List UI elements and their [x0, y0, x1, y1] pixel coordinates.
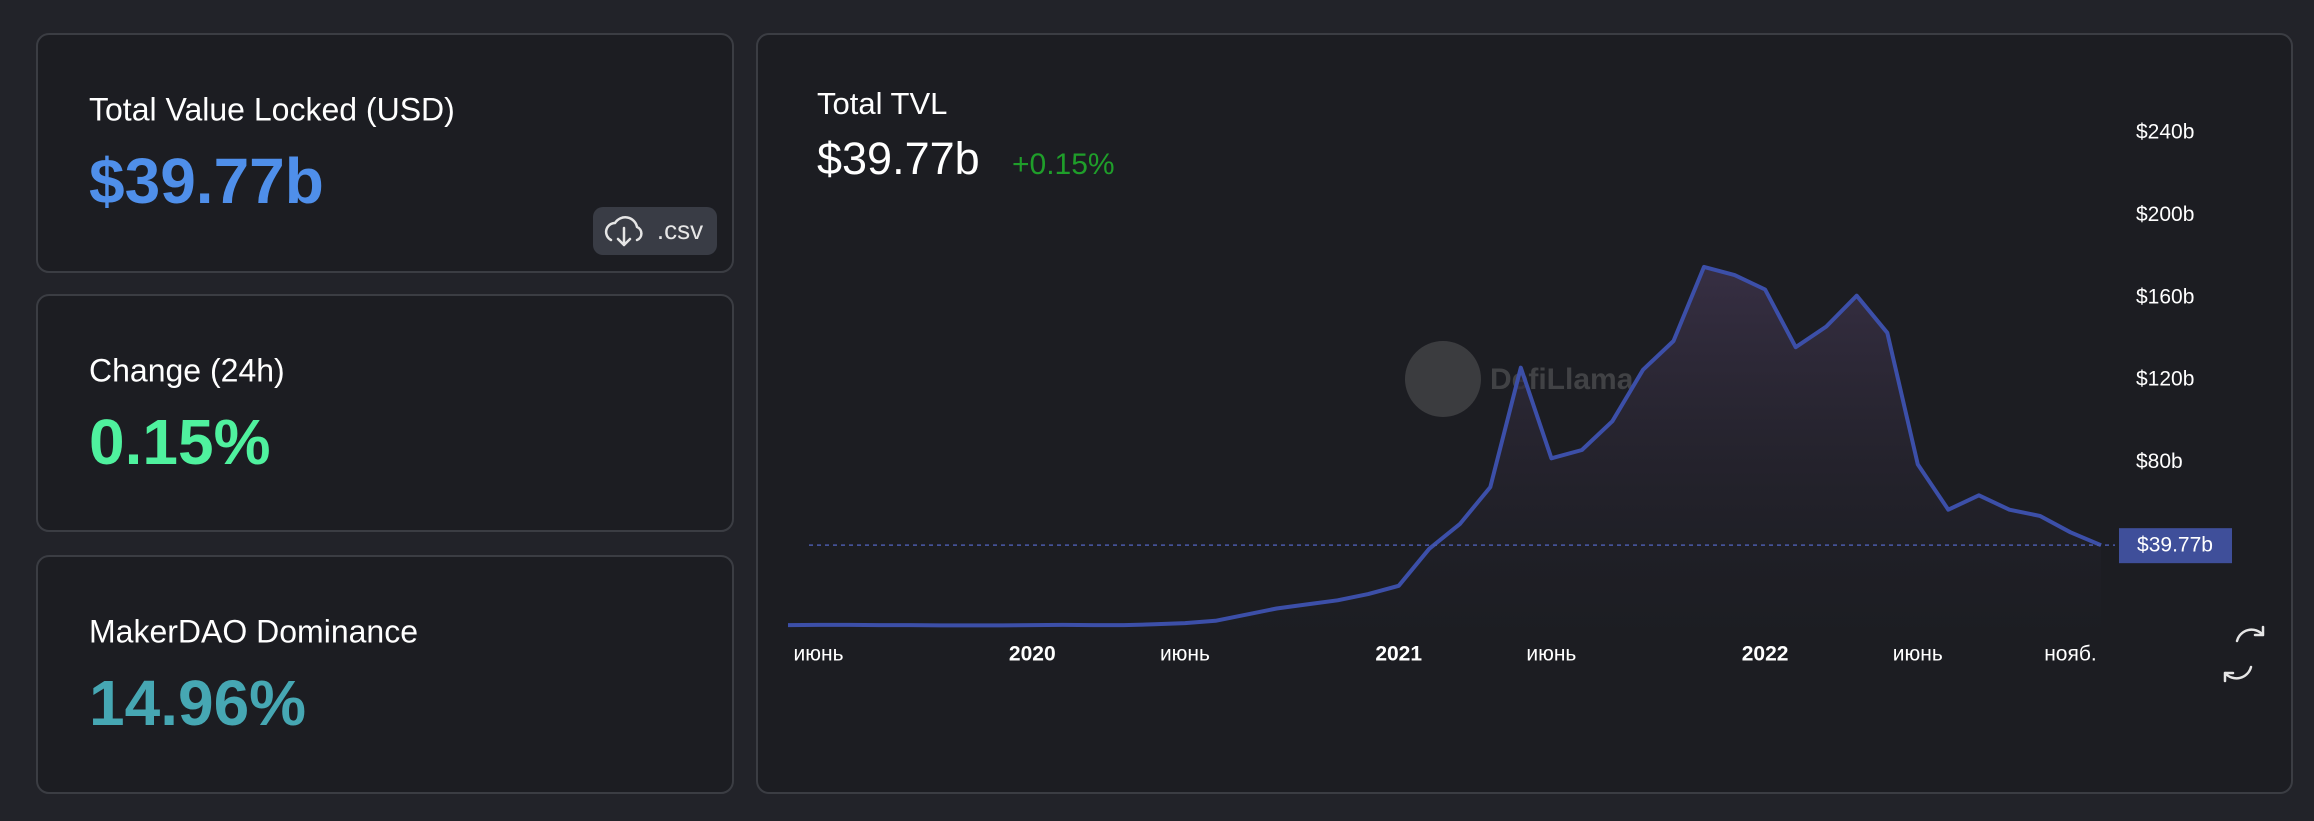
- card: [36, 33, 734, 273]
- watermark-text: DefiLlama: [1490, 363, 1634, 396]
- headline-value: $39.77b: [817, 133, 980, 184]
- current-value-badge: [2119, 528, 2232, 564]
- card-label: MakerDAO Dominance: [89, 613, 418, 649]
- csv-button[interactable]: .csv: [593, 207, 717, 255]
- x-tick-label: 2021: [1375, 643, 1422, 666]
- x-tick-label: июнь: [794, 643, 844, 666]
- line: [787, 264, 2102, 628]
- card-value: 0.15%: [89, 406, 270, 478]
- current-value-label: $39.77b: [2137, 534, 2213, 557]
- y-tick-label: $200b: [2136, 203, 2194, 226]
- card: [36, 555, 734, 794]
- x-tick-label: 2020: [1009, 643, 1056, 666]
- x-tick-label: нояб.: [2044, 643, 2097, 666]
- card-value: 14.96%: [89, 667, 306, 739]
- download-icon: [604, 216, 643, 247]
- chart-title: Total TVL: [817, 86, 947, 121]
- x-tick-label: июнь: [1893, 643, 1943, 666]
- headline-change: +0.15%: [1012, 148, 1115, 181]
- watermark-logo: [1405, 341, 1481, 417]
- y-tick-label: $80b: [2136, 450, 2183, 473]
- card-label: Change (24h): [89, 352, 285, 388]
- x-tick-label: июнь: [1526, 643, 1576, 666]
- y-tick-label: $240b: [2136, 121, 2194, 144]
- x-tick-label: июнь: [1160, 643, 1210, 666]
- y-tick-label: $120b: [2136, 368, 2194, 391]
- card-value: $39.77b: [89, 145, 324, 217]
- button-label: .csv: [657, 215, 703, 245]
- card: [36, 294, 734, 532]
- area: [788, 266, 2101, 627]
- x-tick-label: 2022: [1742, 643, 1789, 666]
- card-label: Total Value Locked (USD): [89, 91, 455, 127]
- watermark: DefiLlama: [1405, 341, 1634, 417]
- refresh-icon[interactable]: [2223, 625, 2265, 683]
- y-tick-label: $160b: [2136, 285, 2194, 308]
